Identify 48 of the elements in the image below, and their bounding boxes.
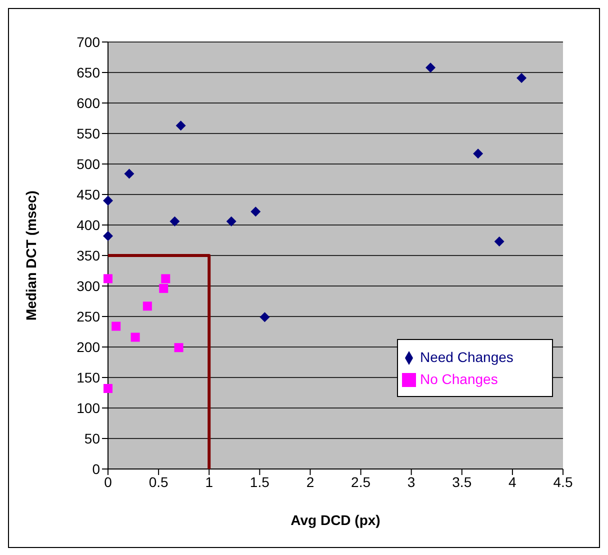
y-tick-label: 50 [84,430,100,446]
point [516,72,527,83]
y-tick-label: 550 [76,125,100,142]
y-tick-label: 300 [76,278,100,294]
point [250,206,261,217]
y-tick-label: 350 [76,247,100,264]
point [103,230,113,241]
point [161,274,170,284]
point [104,274,112,284]
x-tick-label: 3 [407,474,416,490]
x-tick-label: 2 [306,474,314,490]
point [142,302,152,311]
x-tick-label: 3.5 [452,474,472,490]
point [124,168,134,179]
point [176,120,186,131]
y-tick-label: 0 [92,460,100,477]
y-tick-label: 150 [76,369,100,386]
point [170,216,180,226]
y-tick-label: 500 [76,156,100,172]
legend-label: No Changes [420,371,498,387]
point [112,322,121,331]
y-tick-label: 200 [76,338,100,355]
x-tick-label: 4 [508,474,517,490]
point [159,284,168,293]
x-tick-label: 1.5 [250,474,270,490]
y-tick-label: 250 [76,308,100,324]
point [226,216,236,226]
point [473,148,484,159]
point [426,62,436,73]
legend-label: Need Changes [420,349,514,365]
point [130,332,140,342]
x-axis-title: Avg DCD (px) [290,512,380,528]
x-tick-label: 2.5 [351,474,371,490]
point [174,343,184,352]
point [260,312,270,322]
y-tick-label: 600 [76,94,100,111]
y-tick-label: 400 [76,216,100,233]
y-axis-title: Median DCT (msec) [22,190,39,320]
point [494,236,504,246]
x-tick-label: 4.5 [553,474,573,490]
x-tick-label: 0.5 [148,474,168,490]
y-tick-label: 450 [76,186,100,202]
y-tick-label: 650 [76,64,100,80]
x-tick-label: 1 [205,474,214,490]
y-tick-label: 100 [76,400,100,416]
x-tick-label: 0 [104,474,112,490]
y-tick-label: 700 [76,34,100,50]
point [104,384,112,393]
